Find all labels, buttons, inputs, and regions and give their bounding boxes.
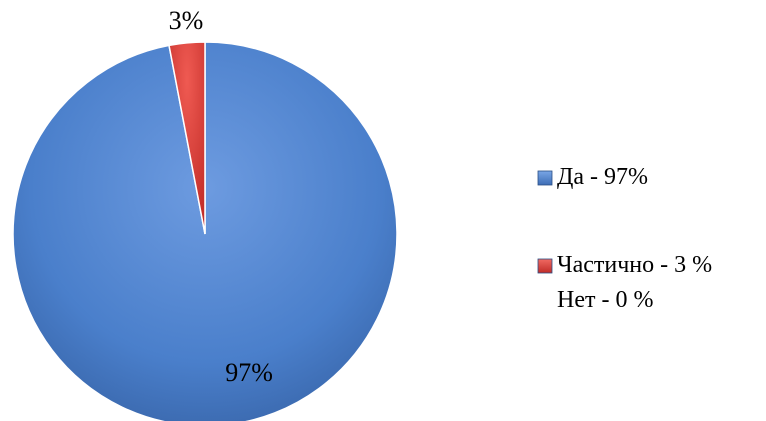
legend-label-2: Частично - 3 % <box>557 252 712 278</box>
pie-data-label-1: 97% <box>225 358 273 387</box>
legend-marker-1 <box>538 171 552 185</box>
legend-label-3: Нет - 0 % <box>557 287 653 313</box>
chart-legend: Да - 97% Частично - 3 % Нет - 0 % <box>538 164 712 313</box>
pie-data-label-2: 3% <box>169 6 204 35</box>
pie-slices <box>13 42 397 421</box>
legend-marker-2 <box>538 259 552 273</box>
legend-label-1: Да - 97% <box>557 164 648 190</box>
